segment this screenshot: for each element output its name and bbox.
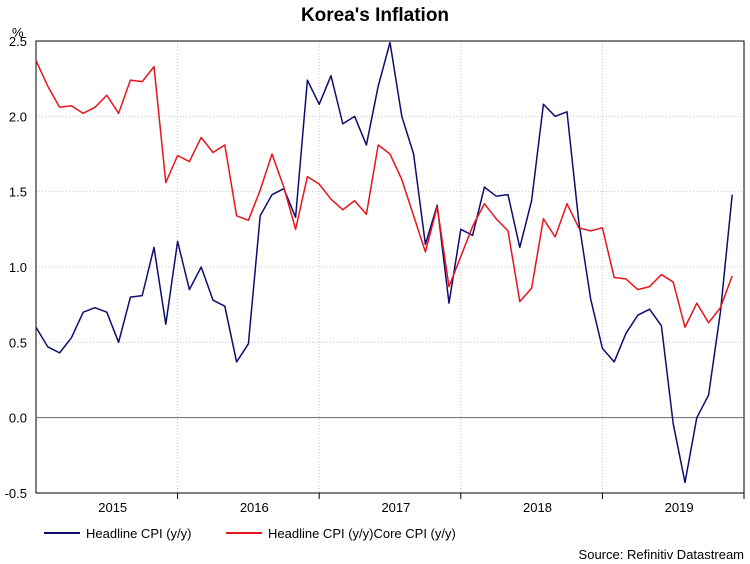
plot-frame (35, 40, 745, 494)
x-tick-label: 2016 (240, 500, 269, 515)
y-axis: 2.5 2.0 1.5 1.0 0.5 0.0 -0.5 (5, 34, 27, 501)
series-line-core (35, 60, 733, 329)
y-tick-label: 1.0 (9, 260, 27, 275)
y-axis-unit: % (12, 25, 24, 40)
y-tick-label: -0.5 (5, 486, 27, 501)
grid (36, 41, 744, 493)
legend: Headline CPI (y/y) Headline CPI (y/y)Cor… (44, 526, 456, 541)
y-tick-label: 2.5 (9, 34, 27, 49)
x-tick-label: 2018 (523, 500, 552, 515)
y-tick-label: 2.0 (9, 109, 27, 124)
x-tick-label: 2017 (381, 500, 410, 515)
chart-title: Korea's Inflation (301, 5, 449, 26)
series-line-headline (35, 41, 733, 484)
x-tick-label: 2015 (98, 500, 127, 515)
legend-label-headline: Headline CPI (y/y) (86, 526, 191, 541)
x-tick-label: 2019 (665, 500, 694, 515)
x-axis: 2015 2016 2017 2018 2019 (98, 493, 745, 515)
y-tick-label: 0.5 (9, 335, 27, 350)
series-layer (35, 41, 733, 484)
y-tick-label: 0.0 (9, 411, 27, 426)
legend-label-core: Headline CPI (y/y)Core CPI (y/y) (268, 526, 456, 541)
y-tick-label: 1.5 (9, 185, 27, 200)
source-note: Source: Refinitiv Datastream (579, 547, 744, 562)
